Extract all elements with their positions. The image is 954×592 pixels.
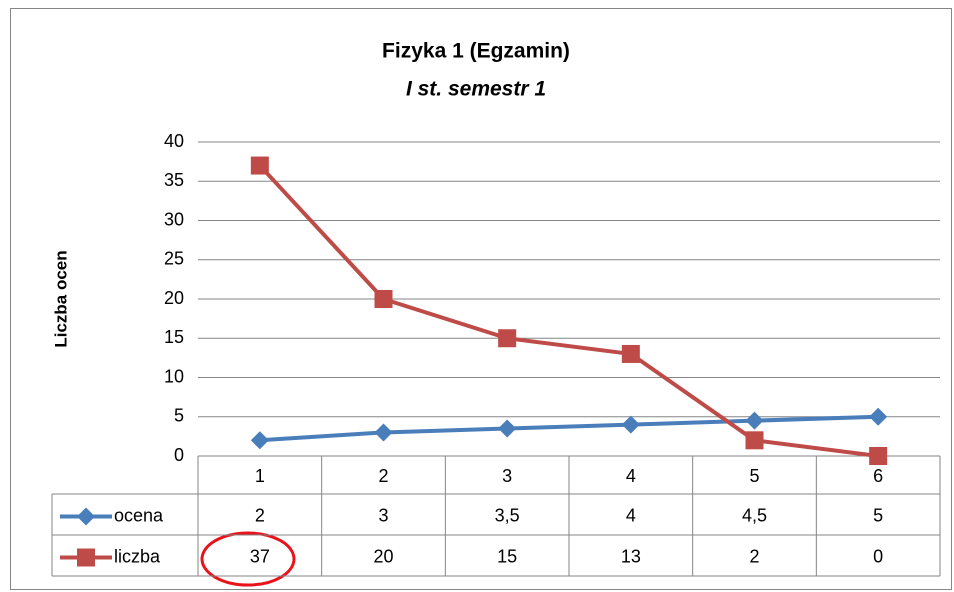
- table-cell: 2: [255, 505, 265, 525]
- marker: [374, 290, 393, 308]
- marker: [621, 415, 640, 434]
- table-cell: 4: [626, 505, 636, 525]
- x-tick-label: 5: [749, 466, 759, 486]
- table-cell: 2: [749, 546, 759, 566]
- marker: [869, 447, 888, 465]
- table-cell: 5: [873, 505, 883, 525]
- x-tick-label: 2: [378, 466, 388, 486]
- y-tick-label: 5: [174, 406, 184, 426]
- legend-label: ocena: [114, 505, 164, 525]
- table-cell: 3,5: [495, 505, 520, 525]
- highlight-circle: [200, 531, 296, 587]
- x-tick-label: 4: [626, 466, 636, 486]
- marker: [250, 156, 269, 175]
- marker: [374, 423, 393, 442]
- legend-marker: [77, 507, 95, 526]
- y-tick-label: 20: [164, 288, 184, 308]
- table-cell: 15: [497, 546, 517, 566]
- marker: [745, 431, 764, 450]
- marker: [869, 407, 888, 426]
- x-tick-label: 1: [255, 466, 265, 486]
- x-tick-label: 6: [873, 466, 883, 486]
- table-cell: 13: [621, 546, 641, 566]
- y-axis-label: Liczba ocen: [51, 250, 70, 347]
- y-tick-label: 10: [164, 366, 184, 386]
- y-tick-label: 0: [174, 445, 184, 465]
- series-line: [259, 414, 879, 443]
- table-cell: 0: [873, 546, 883, 566]
- y-tick-label: 25: [164, 249, 184, 269]
- x-tick-label: 3: [502, 466, 512, 486]
- marker: [498, 419, 517, 438]
- chart-title: Fizyka 1 (Egzamin): [382, 40, 570, 63]
- y-tick-label: 30: [164, 209, 184, 229]
- table-cell: 4,5: [742, 505, 767, 525]
- y-tick-label: 35: [164, 170, 184, 190]
- y-tick-label: 40: [164, 131, 184, 151]
- y-tick-label: 15: [164, 327, 184, 347]
- chart-subtitle: I st. semestr 1: [406, 78, 546, 101]
- table-cell: 37: [250, 546, 270, 566]
- series-line: [258, 164, 879, 458]
- marker: [498, 329, 517, 348]
- legend-label: liczba: [114, 546, 161, 566]
- marker: [621, 344, 640, 363]
- table-cell: 20: [373, 546, 393, 566]
- table-cell: 3: [378, 505, 388, 525]
- marker: [250, 431, 269, 450]
- marker: [745, 411, 764, 430]
- legend-marker: [77, 548, 95, 567]
